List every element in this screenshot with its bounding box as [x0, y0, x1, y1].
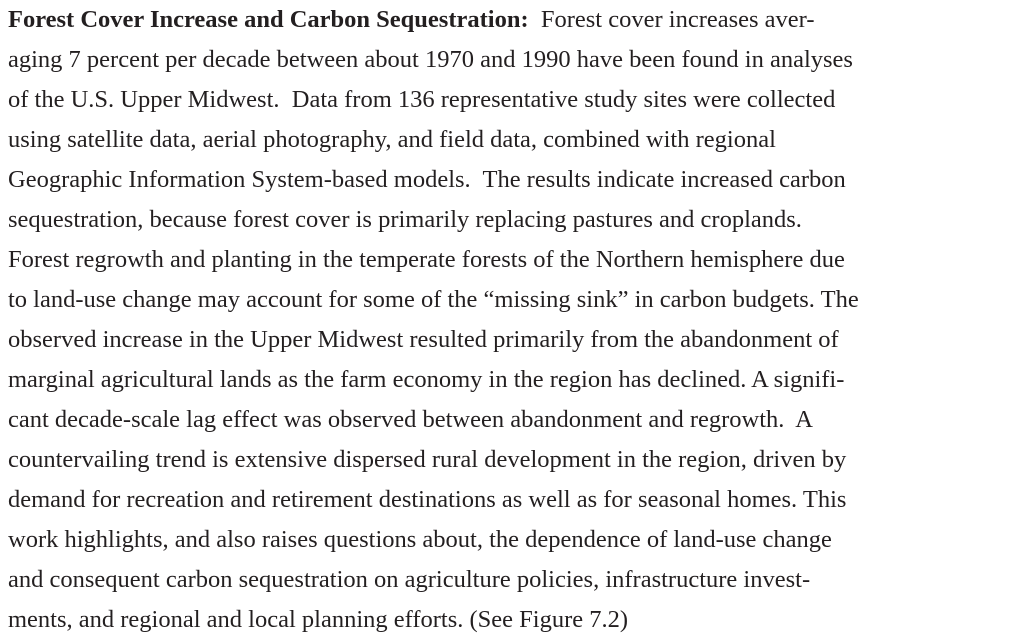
- text-line: to land-use change may account for some …: [8, 280, 1026, 320]
- text-line: marginal agricultural lands as the farm …: [8, 360, 1026, 400]
- body-text: work highlights, and also raises questio…: [8, 526, 832, 553]
- body-text: Forest cover increases aver-: [540, 6, 815, 33]
- text-line: Geographic Information System-based mode…: [8, 160, 1026, 200]
- body-text: to land-use change may account for some …: [8, 286, 859, 313]
- text-line: ments, and regional and local planning e…: [8, 600, 1026, 640]
- body-text: demand for recreation and retirement des…: [8, 486, 847, 513]
- text-line: and consequent carbon sequestration on a…: [8, 560, 1026, 600]
- text-line: Forest regrowth and planting in the temp…: [8, 240, 1026, 280]
- text-line: work highlights, and also raises questio…: [8, 520, 1026, 560]
- body-text: of the U.S. Upper Midwest. Data from 136…: [8, 86, 836, 113]
- body-text: sequestration, because forest cover is p…: [8, 206, 802, 233]
- body-text: countervailing trend is extensive disper…: [8, 446, 847, 473]
- body-text: using satellite data, aerial photography…: [8, 126, 776, 153]
- text-line: using satellite data, aerial photography…: [8, 120, 1026, 160]
- body-text: observed increase in the Upper Midwest r…: [8, 326, 839, 353]
- body-text: ments, and regional and local planning e…: [8, 606, 629, 633]
- text-line: Forest Cover Increase and Carbon Sequest…: [8, 0, 1026, 40]
- text-line: aging 7 percent per decade between about…: [8, 40, 1026, 80]
- text-line: sequestration, because forest cover is p…: [8, 200, 1026, 240]
- text-line: of the U.S. Upper Midwest. Data from 136…: [8, 80, 1026, 120]
- text-line: countervailing trend is extensive disper…: [8, 440, 1026, 480]
- text-line: observed increase in the Upper Midwest r…: [8, 320, 1026, 360]
- body-text: and consequent carbon sequestration on a…: [8, 566, 811, 593]
- body-text: Forest regrowth and planting in the temp…: [8, 246, 845, 273]
- text-line: cant decade-scale lag effect was observe…: [8, 400, 1026, 440]
- body-text: aging 7 percent per decade between about…: [8, 46, 853, 73]
- text-line: demand for recreation and retirement des…: [8, 480, 1026, 520]
- heading: Forest Cover Increase and Carbon Sequest…: [8, 6, 529, 33]
- body-text: cant decade-scale lag effect was observe…: [8, 406, 813, 433]
- body-text: marginal agricultural lands as the farm …: [8, 366, 845, 393]
- body-text: Geographic Information System-based mode…: [8, 166, 846, 193]
